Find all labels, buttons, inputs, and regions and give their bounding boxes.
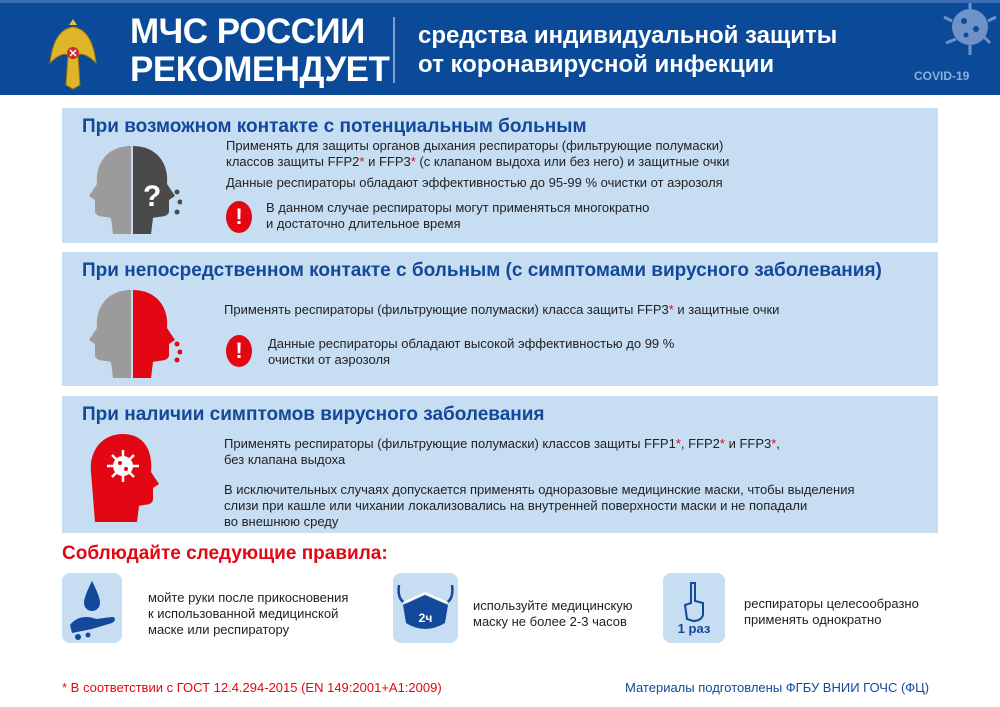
text-part: Применять респираторы (фильтрующие полум… (224, 436, 676, 451)
section-symptoms: При наличии симптомов вирусного заболева… (62, 396, 938, 533)
emchs-emblem-icon (49, 19, 97, 90)
text-line: Применять респираторы (фильтрующие полум… (224, 436, 780, 452)
text-part: (с клапаном выдоха или без него) и защит… (415, 154, 730, 169)
virus-icon (943, 3, 997, 55)
text-line: маску не более 2-3 часов (473, 614, 627, 629)
text-line: применять однократно (744, 612, 882, 627)
header-subtitle: средства индивидуальной защиты от корона… (418, 21, 837, 79)
text-line: во внешнюю среду (224, 514, 339, 529)
text-line: слизи при кашле или чихании локализовали… (224, 498, 808, 513)
head-question-icon: ? (89, 146, 182, 234)
text-part: , FFP2 (680, 436, 720, 451)
asterisk: * (410, 154, 416, 169)
footnote: * В соответствии с ГОСТ 12.4.294-2015 (E… (62, 680, 442, 695)
warning-text: В данном случае респираторы могут примен… (266, 200, 649, 232)
exclamation-icon: ! (226, 201, 252, 233)
title-line-1: МЧС РОССИИ (130, 12, 365, 51)
title-line-2: РЕКОМЕНДУЕТ (130, 50, 390, 89)
exclamation-icon: ! (226, 335, 252, 367)
text-line: мойте руки после прикосновения (148, 590, 349, 605)
text-part: Применять респираторы (фильтрующие полум… (224, 302, 669, 317)
section-title: При наличии симптомов вирусного заболева… (82, 404, 545, 425)
text-part: и FFP3 (724, 436, 772, 451)
asterisk: * (359, 154, 365, 169)
rules-title: Соблюдайте следующие правила: (62, 543, 388, 564)
rule-3-text: респираторы целесообразно применять одно… (744, 596, 919, 628)
text-part: и защитные очки (673, 302, 780, 317)
text-line: респираторы целесообразно (744, 596, 919, 611)
subtitle-line-2: от коронавирусной инфекции (418, 51, 775, 78)
text-line: маске или респиратору (148, 622, 290, 637)
section-text-1: Применять респираторы (фильтрующие полум… (224, 302, 779, 318)
text-line: к использованной медицинской (148, 606, 339, 621)
credit: Материалы подготовлены ФГБУ ВНИИ ГОЧС (Ф… (625, 680, 930, 695)
text-line: используйте медицинскую (473, 598, 633, 613)
svg-text:?: ? (143, 180, 161, 213)
text-line: очистки от аэрозоля (268, 352, 391, 367)
subtitle-line-1: средства индивидуальной защиты (418, 22, 838, 49)
section-title: При возможном контакте с потенциальным б… (82, 116, 587, 137)
head-virus-icon (90, 434, 159, 522)
text-line: без клапана выдоха (224, 452, 346, 467)
text-line: и достаточно длительное время (266, 216, 461, 231)
hand-wash-icon (62, 573, 122, 643)
section-possible-contact: При возможном контакте с потенциальным б… (62, 108, 938, 243)
asterisk: * (771, 436, 777, 451)
section-text-2: В исключительных случаях допускается при… (224, 482, 855, 530)
once-badge: 1 раз (677, 621, 711, 636)
mask-badge: 2ч (418, 611, 433, 625)
head-sneeze-icon (89, 290, 182, 378)
one-finger-icon: 1 раз (663, 573, 725, 643)
header: МЧС РОССИИ РЕКОМЕНДУЕТ средства индивиду… (0, 0, 1000, 95)
section-text-2: Данные респираторы обладают эффективност… (226, 175, 723, 190)
header-title: МЧС РОССИИ РЕКОМЕНДУЕТ (130, 12, 390, 89)
section-direct-contact: При непосредственном контакте с больным … (62, 252, 938, 386)
covid-badge: COVID-19 (914, 69, 970, 83)
text-part: , (776, 436, 780, 451)
mask-icon: 2ч (393, 573, 458, 643)
asterisk: * (719, 436, 725, 451)
text-line: В данном случае респираторы могут примен… (266, 200, 650, 215)
section-text-1: Применять респираторы (фильтрующие полум… (224, 436, 780, 468)
rule-2-text: используйте медицинскую маску не более 2… (473, 598, 633, 630)
text-part: классов защиты FFP2 (226, 154, 360, 169)
rule-1-text: мойте руки после прикосновения к использ… (148, 590, 348, 638)
text-line: В исключительных случаях допускается при… (224, 482, 855, 497)
asterisk: * (675, 436, 681, 451)
text-line: классов защиты FFP2* и FFP3* (с клапаном… (226, 154, 729, 170)
asterisk: * (668, 302, 674, 317)
section-title: При непосредственном контакте с больным … (82, 260, 882, 281)
text-line: Применять для защиты органов дыхания рес… (226, 138, 724, 153)
text-part: и FFP3 (364, 154, 411, 169)
divider (393, 17, 395, 83)
text-line: Данные респираторы обладают высокой эффе… (268, 336, 675, 351)
section-text-1: Применять для защиты органов дыхания рес… (226, 138, 729, 170)
warning-text: Данные респираторы обладают высокой эффе… (268, 336, 674, 368)
